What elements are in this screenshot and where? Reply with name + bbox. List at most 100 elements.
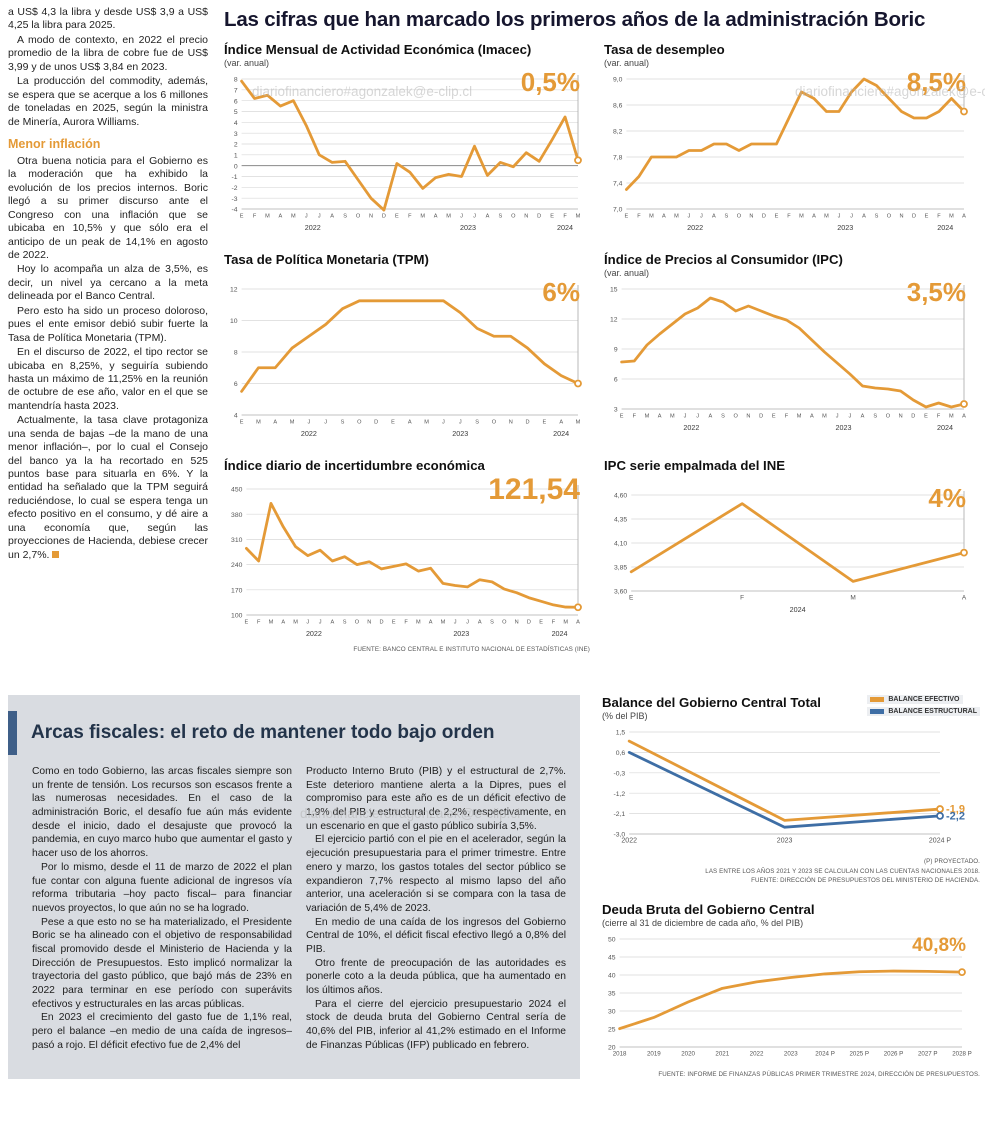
svg-text:M: M	[265, 214, 270, 220]
svg-text:F: F	[937, 414, 941, 420]
svg-text:3,60: 3,60	[614, 589, 627, 596]
chart-footnotes: (P) PROYECTADO. LAS ENTRE LOS AÑOS 2021 …	[602, 857, 980, 886]
svg-text:M: M	[293, 620, 298, 626]
svg-text:M: M	[256, 420, 261, 426]
svg-text:F: F	[408, 214, 412, 220]
chart-highlight-value: 4%	[928, 483, 966, 513]
svg-text:M: M	[446, 214, 451, 220]
svg-text:A: A	[434, 214, 438, 220]
svg-text:O: O	[886, 414, 891, 420]
chart-subtitle	[224, 268, 590, 278]
svg-text:J: J	[442, 420, 445, 426]
svg-text:N: N	[899, 414, 903, 420]
article-paragraph: El ejercicio partió con el pie en el ace…	[306, 834, 566, 914]
svg-text:-1: -1	[232, 174, 238, 181]
box-columns: Como en todo Gobierno, las arcas fiscale…	[8, 765, 580, 1052]
svg-text:2022: 2022	[683, 423, 699, 432]
svg-text:F: F	[633, 414, 637, 420]
svg-text:M: M	[563, 620, 568, 626]
article-paragraph: En medio de una caída de los ingresos de…	[306, 916, 566, 955]
svg-text:2024: 2024	[937, 223, 953, 232]
article-paragraph-text: Actualmente, la tasa clave protagoniza u…	[8, 414, 208, 561]
svg-text:O: O	[355, 620, 360, 626]
svg-text:S: S	[873, 414, 877, 420]
svg-text:M: M	[797, 414, 802, 420]
end-of-article-marker-icon	[52, 550, 60, 558]
svg-text:2026 P: 2026 P	[884, 1050, 904, 1057]
svg-text:E: E	[391, 420, 395, 426]
charts-area: Las cifras que han marcado los primeros …	[208, 6, 980, 653]
article-left-column: a US$ 4,3 la libra y desde US$ 3,9 a US$…	[8, 6, 208, 653]
svg-text:E: E	[395, 214, 399, 220]
svg-text:0: 0	[234, 163, 238, 170]
svg-text:N: N	[509, 420, 513, 426]
article-paragraph: A modo de contexto, en 2022 el precio pr…	[8, 33, 208, 73]
svg-text:2022: 2022	[750, 1050, 764, 1057]
svg-text:F: F	[404, 620, 408, 626]
bottom-charts-column: BALANCE EFECTIVO BALANCE ESTRUCTURAL Bal…	[580, 695, 980, 1079]
svg-text:O: O	[357, 420, 362, 426]
svg-text:A: A	[408, 420, 412, 426]
svg-text:12: 12	[230, 287, 238, 294]
svg-text:M: M	[822, 414, 827, 420]
chart-subtitle: (cierre al 31 de diciembre de cada año, …	[602, 917, 804, 928]
svg-text:2023: 2023	[452, 429, 468, 438]
svg-text:2024: 2024	[937, 423, 953, 432]
svg-text:450: 450	[231, 487, 243, 494]
svg-text:D: D	[527, 620, 531, 626]
svg-text:4,60: 4,60	[614, 493, 627, 500]
footnote: (P) PROYECTADO.	[923, 858, 980, 865]
svg-text:A: A	[861, 414, 865, 420]
svg-text:A: A	[330, 214, 334, 220]
svg-text:M: M	[290, 420, 295, 426]
line-chart: 9,08,68,27,87,47,0E F M A M J J A S O N D E F M A M J J A S O…	[613, 75, 968, 232]
article-paragraph: Otro frente de preocupación de las autor…	[306, 957, 566, 996]
svg-text:D: D	[911, 414, 915, 420]
svg-text:A: A	[478, 620, 482, 626]
svg-text:O: O	[511, 214, 516, 220]
svg-text:50: 50	[608, 936, 616, 943]
svg-text:35: 35	[608, 990, 616, 997]
svg-text:A: A	[662, 214, 666, 220]
chart-subtitle: (var. anual)	[604, 268, 650, 278]
svg-text:F: F	[785, 414, 789, 420]
svg-text:-2,2: -2,2	[946, 810, 965, 822]
svg-text:M: M	[424, 420, 429, 426]
svg-text:-2,1: -2,1	[613, 811, 625, 818]
svg-text:E: E	[620, 414, 624, 420]
svg-text:4,35: 4,35	[614, 517, 627, 524]
svg-text:6: 6	[614, 377, 618, 384]
svg-text:F: F	[552, 620, 556, 626]
article-paragraph: Pero esto ha sido un proceso doloroso, p…	[8, 304, 208, 344]
article-paragraph: Actualmente, la tasa clave protagoniza u…	[8, 414, 208, 562]
svg-text:2028 P: 2028 P	[952, 1050, 972, 1057]
svg-text:45: 45	[608, 954, 616, 961]
box-column-2: Producto Interno Bruto (PIB) y el estruc…	[306, 765, 566, 1052]
svg-text:M: M	[824, 214, 829, 220]
svg-text:M: M	[949, 414, 954, 420]
svg-text:2023: 2023	[460, 223, 476, 232]
svg-text:30: 30	[608, 1008, 616, 1015]
svg-text:9,0: 9,0	[613, 77, 623, 84]
svg-text:-2: -2	[232, 185, 238, 192]
chart-highlight-value: 40,8%	[912, 934, 966, 956]
svg-text:E: E	[240, 420, 244, 426]
svg-text:A: A	[576, 620, 580, 626]
top-section: a US$ 4,3 la libra y desde US$ 3,9 a US$…	[8, 6, 980, 653]
svg-text:F: F	[787, 214, 791, 220]
svg-text:E: E	[925, 214, 929, 220]
legend-item-estructural: BALANCE ESTRUCTURAL	[867, 707, 980, 716]
svg-text:J: J	[688, 214, 691, 220]
svg-text:D: D	[912, 214, 916, 220]
svg-text:D: D	[759, 414, 763, 420]
svg-text:A: A	[812, 214, 816, 220]
svg-text:E: E	[775, 214, 779, 220]
chart-ipc-empalmada: IPC serie empalmada del INE 4% 4,60 4,35 4…	[604, 458, 976, 653]
chart-highlight-value: 8,5%	[906, 67, 966, 97]
svg-text:2023: 2023	[836, 423, 852, 432]
legend-swatch-blue	[870, 709, 885, 714]
svg-text:7,4: 7,4	[613, 181, 623, 188]
